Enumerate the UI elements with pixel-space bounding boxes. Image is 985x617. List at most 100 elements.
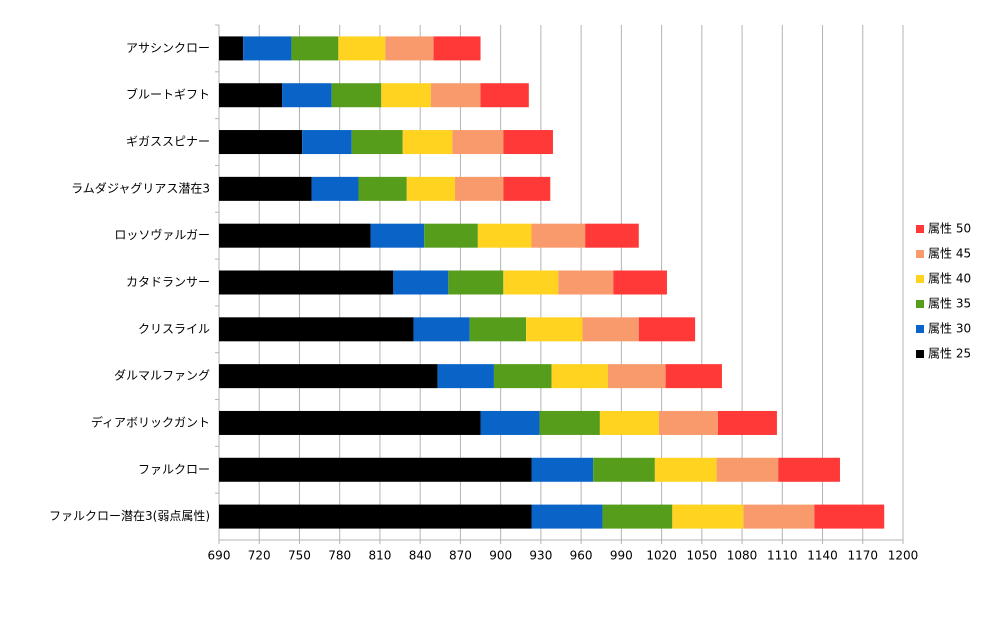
bar-segment: [219, 270, 394, 295]
bar-segment: [503, 130, 553, 155]
x-tick-label: 840: [409, 549, 432, 563]
y-tick-label: ギガススピナー: [126, 135, 210, 149]
bar-segment: [599, 410, 659, 435]
bar-segment: [430, 83, 481, 108]
x-tick-label: 810: [368, 549, 391, 563]
bar-segment: [743, 504, 815, 529]
legend-swatch: [916, 275, 924, 283]
y-tick-label: ブルートギフト: [126, 87, 210, 102]
x-tick-label: 1200: [888, 549, 919, 563]
bar-segment: [455, 176, 504, 201]
legend: 属性 50 属性 45 属性 40 属性 35 属性 30 属性 25: [916, 222, 971, 361]
bar-segment: [385, 36, 434, 61]
bar-segment: [480, 83, 529, 108]
bar-segment: [654, 457, 717, 482]
legend-swatch: [916, 225, 924, 233]
bar-segment: [665, 364, 722, 389]
legend-swatch: [916, 250, 924, 258]
x-tick-label: 930: [529, 549, 552, 563]
bar-segment: [219, 457, 532, 482]
x-tick-label: 960: [570, 549, 593, 563]
bar-segment: [311, 176, 359, 201]
bar-segment: [452, 130, 504, 155]
y-tick-label: クリスライル: [138, 322, 210, 336]
bar-segment: [351, 130, 403, 155]
bar-segment: [558, 270, 614, 295]
y-tick-label: ファルクロー: [138, 462, 210, 476]
y-tick-label: ディアボリックガント: [91, 414, 210, 429]
bar-segment: [381, 83, 431, 108]
bar-segment: [433, 36, 481, 61]
legend-label: 属性 40: [928, 272, 971, 286]
x-tick-label: 780: [328, 549, 351, 563]
bar-segment: [219, 36, 244, 61]
bar-segment: [672, 504, 744, 529]
bar-segment: [593, 457, 655, 482]
legend-label: 属性 25: [928, 347, 971, 361]
x-tick-label: 1110: [767, 549, 798, 563]
bar-segment: [582, 317, 639, 342]
x-tick-label: 990: [610, 549, 633, 563]
bar-segment: [219, 130, 303, 155]
x-tick-label: 1170: [847, 549, 878, 563]
bar-segment: [602, 504, 673, 529]
bar-segment: [282, 83, 332, 108]
bar-segment: [358, 176, 407, 201]
bar-segment: [539, 410, 600, 435]
bar-segment: [503, 176, 551, 201]
bar-segment: [370, 223, 425, 248]
bar-segment: [778, 457, 840, 482]
y-tick-label: アサシンクロー: [126, 41, 210, 55]
legend-label: 属性 45: [928, 247, 971, 261]
bar-segment: [814, 504, 885, 529]
bar-segment: [243, 36, 292, 61]
bar-segment: [219, 504, 532, 529]
x-tick-label: 1140: [807, 549, 838, 563]
bar-segment: [477, 223, 532, 248]
bar-segment: [531, 504, 603, 529]
legend-swatch: [916, 325, 924, 333]
y-tick-label: ラムダジャグリアス潜在3: [71, 180, 210, 195]
bar-segment: [437, 364, 494, 389]
bar-segment: [469, 317, 527, 342]
bar-segment: [493, 364, 552, 389]
bar-segment: [219, 317, 414, 342]
bar-segment: [531, 457, 594, 482]
y-tick-label: ファルクロー潜在3(弱点属性): [49, 509, 210, 523]
bar-segment: [219, 83, 283, 108]
x-tick-label: 1050: [687, 549, 718, 563]
bar-segment: [613, 270, 667, 295]
bar-segment: [331, 83, 382, 108]
legend-swatch: [916, 300, 924, 308]
bar-segment: [717, 410, 777, 435]
x-tick-label: 720: [248, 549, 271, 563]
bar-segment: [658, 410, 718, 435]
legend-label: 属性 35: [928, 297, 971, 311]
x-tick-label: 900: [489, 549, 512, 563]
legend-swatch: [916, 350, 924, 358]
bar-segment: [526, 317, 583, 342]
legend-label: 属性 30: [928, 322, 971, 336]
bar-segment: [448, 270, 504, 295]
bar-segment: [551, 364, 608, 389]
x-tick-label: 690: [208, 549, 231, 563]
bar-segment: [219, 410, 481, 435]
bar-segment: [302, 130, 352, 155]
legend-label: 属性 50: [928, 222, 971, 236]
y-tick-label: ロッソヴァルガー: [114, 227, 210, 242]
x-tick-label: 1080: [727, 549, 758, 563]
bar-segment: [480, 410, 540, 435]
bar-segment: [503, 270, 559, 295]
bar-segment: [406, 176, 456, 201]
bar-segment: [585, 223, 639, 248]
y-tick-label: カタドランサー: [126, 275, 210, 289]
bar-segment: [338, 36, 386, 61]
bar-segment: [219, 364, 438, 389]
bar-segment: [219, 176, 312, 201]
bar-segment: [219, 223, 371, 248]
bar-segment: [393, 270, 449, 295]
bar-segment: [291, 36, 339, 61]
bar-segment: [716, 457, 779, 482]
